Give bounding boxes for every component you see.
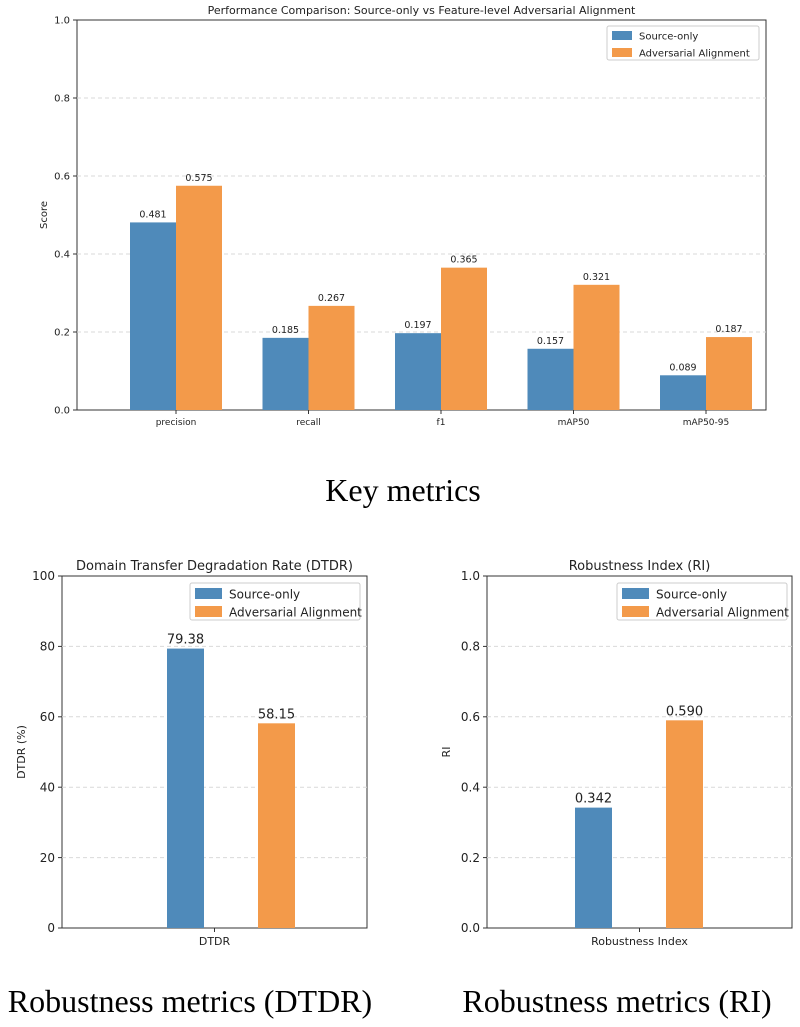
- key-bar-source-only-map50-95: [660, 375, 706, 410]
- key-legend-swatch: [612, 31, 632, 40]
- dtdr-xtick-label: DTDR: [199, 935, 231, 948]
- ri-ytick-label: 1.0: [461, 569, 480, 583]
- ri-bar-adversarial-robustness-index: [666, 720, 703, 928]
- dtdr-data-label: 79.38: [167, 633, 204, 648]
- key-bar-source-only-map50: [527, 348, 574, 410]
- key-ytick-label: 0.6: [54, 172, 70, 183]
- dtdr-ytick-label: 20: [40, 851, 55, 865]
- key-bar-adversarial-precision: [176, 185, 222, 410]
- key-data-label: 0.089: [669, 362, 696, 373]
- ri-ytick-label: 0.4: [461, 780, 480, 794]
- ri-bar-source-only-robustness-index: [575, 807, 612, 928]
- ri-ytick-label: 0.0: [461, 921, 480, 935]
- dtdr-legend-swatch: [195, 588, 222, 599]
- dtdr-data-label: 58.15: [258, 707, 295, 722]
- ri-y-axis-label: RI: [440, 747, 453, 758]
- key-bar-adversarial-map50: [573, 284, 620, 410]
- key-ytick-label: 1.0: [54, 16, 70, 27]
- key-legend-box: [606, 25, 760, 61]
- dtdr-ytick-label: 40: [40, 780, 55, 794]
- dtdr-ytick-label: 0: [47, 921, 55, 935]
- ri-ytick-label: 0.6: [461, 710, 480, 724]
- ri-data-label: 0.590: [666, 704, 703, 719]
- dtdr-ytick-label: 60: [40, 710, 55, 724]
- key-data-label: 0.575: [185, 173, 212, 184]
- dtdr-legend-swatch: [195, 606, 222, 617]
- dtdr-chart-title: Domain Transfer Degradation Rate (DTDR): [76, 559, 353, 574]
- dtdr-legend-box: [189, 582, 361, 621]
- ri-legend-label: Adversarial Alignment: [656, 606, 789, 620]
- dtdr-y-axis-label: DTDR (%): [15, 725, 28, 779]
- key-xtick-label: mAP50-95: [683, 418, 730, 428]
- key-data-label: 0.321: [583, 272, 610, 283]
- key-data-label: 0.185: [272, 325, 299, 336]
- dtdr-bar-source-only-dtdr: [167, 648, 204, 928]
- key-data-label: 0.267: [318, 293, 345, 304]
- ri-ytick-label: 0.8: [461, 640, 480, 654]
- ri-chart-title: Robustness Index (RI): [569, 559, 711, 574]
- dtdr-legend-label: Adversarial Alignment: [229, 606, 362, 620]
- key-ytick-label: 0.0: [54, 406, 70, 417]
- key-bar-source-only-f1: [395, 333, 441, 410]
- dtdr-legend-label: Source-only: [229, 588, 300, 602]
- key-chart-title: Performance Comparison: Source-only vs F…: [208, 4, 636, 17]
- key-data-label: 0.187: [715, 324, 742, 335]
- caption-key-metrics: Key metrics: [325, 472, 481, 508]
- key-ytick-label: 0.4: [54, 250, 70, 261]
- key-bar-source-only-precision: [130, 222, 176, 410]
- key-data-label: 0.481: [139, 209, 166, 220]
- dtdr-plot-frame: [61, 575, 368, 929]
- key-legend-label: Source-only: [639, 32, 698, 43]
- key-xtick-label: f1: [437, 418, 446, 428]
- ri-legend-swatch: [622, 588, 649, 599]
- key-data-label: 0.157: [537, 336, 564, 347]
- key-xtick-label: mAP50: [558, 418, 590, 428]
- ri-xtick-label: Robustness Index: [591, 935, 688, 948]
- key-bar-source-only-recall: [262, 337, 309, 410]
- key-data-label: 0.197: [404, 320, 431, 331]
- ri-legend-label: Source-only: [656, 588, 727, 602]
- key-y-axis-label: Score: [39, 201, 50, 229]
- key-xtick-label: recall: [296, 418, 321, 428]
- ri-data-label: 0.342: [575, 792, 612, 807]
- ri-ytick-label: 0.2: [461, 851, 480, 865]
- ri-legend-box: [616, 582, 788, 621]
- ri-legend-swatch: [622, 606, 649, 617]
- key-bar-adversarial-recall: [308, 305, 355, 410]
- key-bar-adversarial-map50-95: [706, 337, 752, 410]
- caption-ri: Robustness metrics (RI): [462, 983, 772, 1019]
- key-xtick-label: precision: [156, 418, 197, 428]
- key-bar-adversarial-f1: [441, 267, 487, 410]
- caption-dtdr: Robustness metrics (DTDR): [7, 983, 373, 1019]
- key-ytick-label: 0.8: [54, 94, 70, 105]
- dtdr-bar-adversarial-dtdr: [258, 723, 295, 928]
- key-legend-label: Adversarial Alignment: [639, 49, 750, 60]
- dtdr-ytick-label: 80: [40, 640, 55, 654]
- key-ytick-label: 0.2: [54, 328, 70, 339]
- key-legend-swatch: [612, 48, 632, 57]
- ri-plot-frame: [486, 575, 793, 929]
- dtdr-ytick-label: 100: [32, 569, 55, 583]
- key-data-label: 0.365: [450, 255, 477, 266]
